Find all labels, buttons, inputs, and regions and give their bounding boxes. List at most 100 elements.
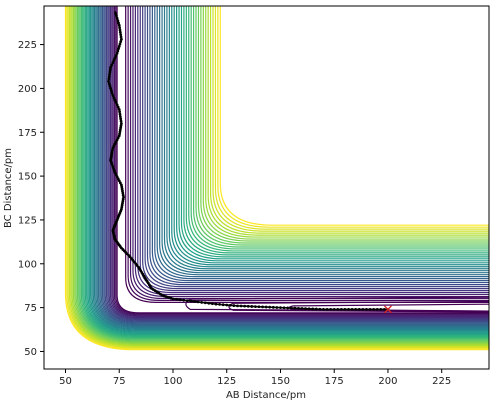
trajectory-point	[325, 307, 329, 311]
contour-inner-line	[190, 6, 489, 250]
trajectory-point	[372, 307, 376, 311]
trajectory-point	[257, 305, 261, 309]
contour-inner-line	[197, 6, 489, 244]
x-axis-ticks: 50 75 100 125 150 175 200 225	[59, 369, 451, 387]
contour-outer-line	[104, 6, 489, 322]
contour-inner-line	[183, 6, 489, 256]
trajectory-point	[108, 68, 112, 72]
trajectory-point	[271, 305, 275, 309]
contour-inner-line	[144, 6, 489, 288]
trajectory-point	[350, 307, 354, 311]
x-tick-label: 50	[59, 376, 72, 387]
trajectory-point	[116, 19, 120, 23]
contour-inner-line	[207, 6, 489, 236]
trajectory-point	[239, 304, 243, 308]
contour-inner-line	[171, 6, 489, 266]
x-tick-label: 200	[378, 376, 397, 387]
trajectory-point	[214, 302, 218, 306]
trajectory-point	[118, 26, 121, 30]
contour-inner-line	[127, 6, 489, 301]
contour-outer-line	[101, 6, 489, 324]
contour-outer-line	[97, 6, 489, 327]
trajectory-point	[293, 306, 297, 310]
x-tick-label: 150	[271, 376, 290, 387]
contour-inner-line	[209, 6, 489, 234]
trajectory-point	[365, 307, 368, 311]
contour-outer-line	[88, 6, 489, 334]
trajectory-point	[109, 89, 113, 93]
trajectory-point	[253, 305, 257, 309]
trajectory-point	[119, 122, 123, 125]
contour-inner-line	[202, 6, 489, 240]
contour-outer-line	[71, 6, 489, 346]
contour-inner-line	[219, 6, 489, 226]
contour-outer-line	[96, 6, 489, 328]
contour-inner-line	[205, 6, 489, 238]
contour-inner-line	[178, 6, 489, 260]
contour-outer-line	[95, 6, 489, 329]
trajectory-point	[107, 75, 111, 79]
trajectory-point	[246, 304, 250, 308]
x-tick-label: 75	[113, 376, 126, 387]
contour-outer-line	[109, 6, 489, 319]
y-axis-ticks: 50 75 100 125 150 175 200 225	[18, 40, 44, 358]
contour-inner-line	[125, 6, 489, 303]
trajectory-point	[250, 305, 254, 308]
trajectory-point	[119, 117, 123, 121]
trajectory-point	[114, 14, 118, 18]
trajectory-point	[210, 302, 214, 306]
contour-outer-line	[76, 6, 489, 342]
contour-outer-line	[111, 6, 489, 318]
contour-outer-line	[105, 6, 489, 322]
trajectory-point	[264, 305, 268, 309]
contour-outer-line	[113, 6, 489, 316]
contour-inner-line	[142, 6, 489, 290]
contour-inner-line	[154, 6, 489, 280]
contour-outer-line	[74, 6, 489, 344]
trajectory-point	[117, 21, 120, 25]
trajectory-point	[289, 306, 293, 310]
trajectory-point	[107, 77, 111, 81]
trajectory-point	[112, 58, 116, 62]
contour-outer-line	[68, 6, 489, 348]
trajectory-point	[275, 306, 279, 309]
contour-outer-line	[91, 6, 489, 332]
contour-outer-line	[84, 6, 489, 337]
x-tick-label: 175	[325, 376, 344, 387]
contour-inner-line	[161, 6, 489, 274]
contour-inner-line	[129, 6, 489, 300]
trajectory-point	[112, 96, 116, 100]
contour-outer-line	[82, 6, 489, 339]
trajectory-point	[304, 307, 307, 311]
trajectory-point	[117, 47, 120, 51]
trajectory-point	[243, 304, 247, 308]
trajectory-point	[117, 44, 121, 48]
trajectory-point	[339, 307, 343, 311]
trajectory-point	[196, 300, 200, 304]
trajectory-point	[336, 307, 340, 311]
contour-outer-line	[116, 6, 489, 314]
trajectory-point	[108, 84, 112, 88]
contour-inner-line	[176, 6, 489, 262]
trajectory-point	[314, 307, 318, 311]
trajectory-point	[116, 49, 120, 53]
contour-inner-line	[217, 6, 489, 228]
trajectory-point	[332, 307, 336, 311]
contour-outer-line	[78, 6, 489, 341]
contour-inner-line	[149, 6, 489, 284]
trajectory-point	[115, 51, 119, 55]
contour-valley-line	[228, 300, 489, 313]
contour-outer-line	[90, 6, 489, 333]
y-tick-label: 225	[18, 40, 37, 51]
trajectory-point	[322, 307, 325, 311]
trajectory-point	[110, 91, 114, 95]
x-tick-label: 100	[163, 376, 182, 387]
contour-outer-line	[83, 6, 489, 338]
trajectory-point	[118, 30, 122, 34]
contour-inner-line	[156, 6, 489, 278]
trajectory-point	[109, 65, 113, 69]
contour-inner-line	[173, 6, 489, 264]
trajectory-point	[114, 12, 118, 15]
y-axis-label: BC Distance/pm	[3, 148, 14, 228]
trajectory-point	[225, 303, 229, 307]
